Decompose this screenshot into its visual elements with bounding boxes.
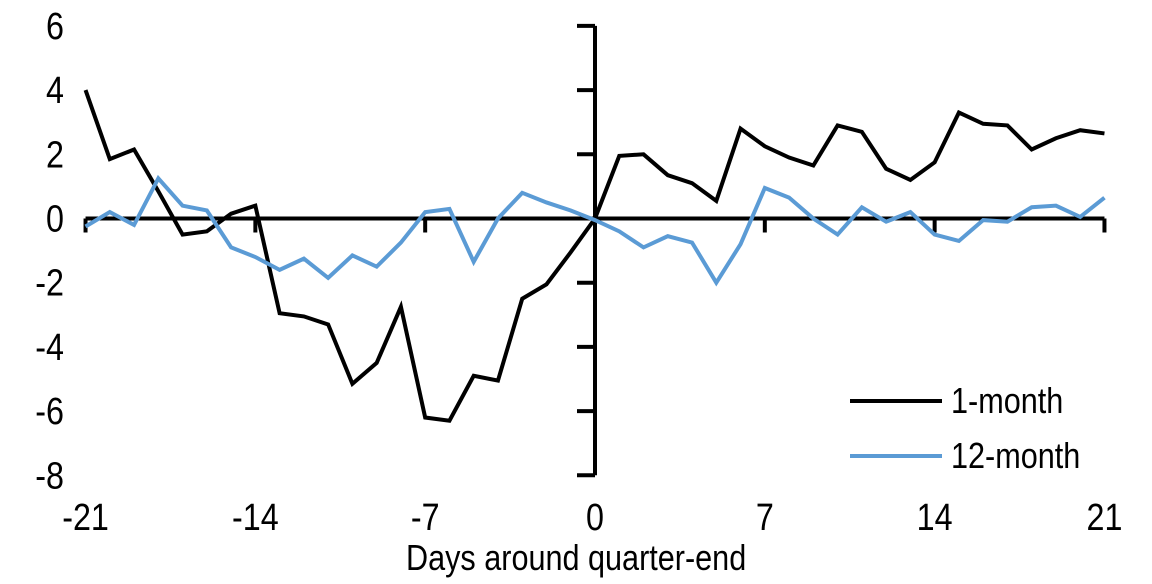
x-axis-tick-label: 14 [917,497,953,539]
legend-label-12-month: 12-month [951,435,1081,476]
x-axis-tick-label: -14 [232,497,279,539]
y-axis-tick-label: -8 [35,455,64,497]
x-axis-tick-label: 7 [756,497,774,539]
legend-item-1-month: 1-month [850,380,1083,421]
y-axis-tick-label: 2 [46,134,64,176]
x-axis-tick-label: 0 [586,497,604,539]
legend-swatch-1-month [850,399,942,403]
x-axis-title: Days around quarter-end [0,537,1152,579]
y-axis-tick-label: 0 [46,198,64,240]
legend-label-1-month: 1-month [951,380,1064,421]
y-axis-tick-label: 4 [46,70,64,112]
x-axis-tick-label: -21 [62,497,109,539]
legend-item-12-month: 12-month [850,435,1103,476]
x-axis-tick-label: 21 [1086,497,1122,539]
y-axis-tick-label: -4 [35,326,64,368]
x-axis-title-text: Days around quarter-end [405,537,747,578]
series-line-12-month [84,174,1106,287]
x-axis-tick-label: -7 [411,497,440,539]
y-axis-tick-label: -6 [35,391,64,433]
y-axis-tick-label: -2 [35,262,64,304]
y-axis-tick-label: 6 [46,5,64,47]
legend-swatch-12-month [850,454,942,458]
